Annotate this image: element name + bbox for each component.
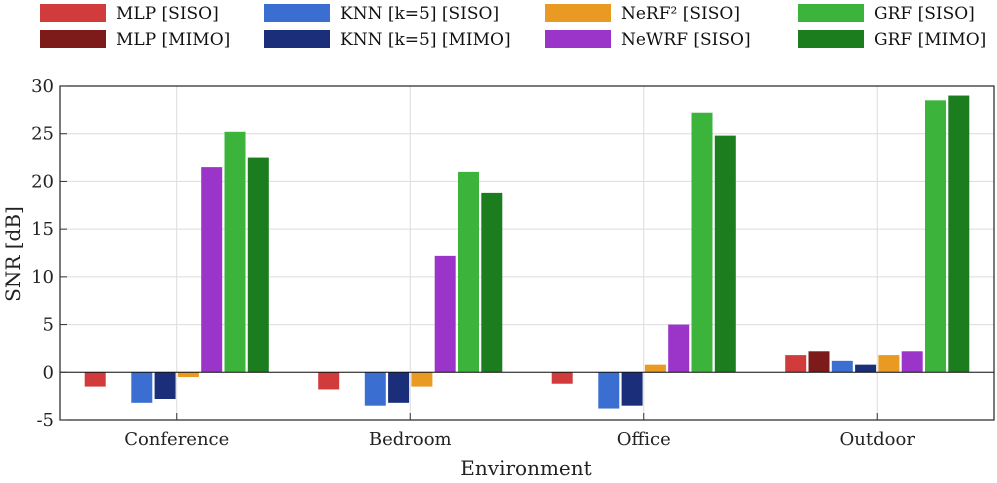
bar — [948, 95, 970, 373]
bar — [785, 355, 807, 373]
legend-swatch — [798, 30, 864, 48]
legend-swatch — [264, 4, 330, 22]
bar — [411, 372, 433, 387]
bars — [60, 95, 994, 409]
bar — [855, 364, 877, 373]
legend-item: KNN [k=5] [SISO] — [264, 4, 499, 24]
bar — [247, 157, 269, 373]
x-axis: Conference Bedroom Office Outdoor — [124, 413, 915, 450]
y-tick-label: -5 — [36, 410, 54, 431]
bar — [84, 372, 106, 387]
axes-box — [59, 85, 995, 421]
legend-item: MLP [MIMO] — [40, 30, 230, 50]
bar — [388, 372, 410, 403]
legend-item: MLP [SISO] — [40, 4, 219, 24]
legend-item: GRF [SISO] — [798, 4, 975, 24]
bar — [925, 100, 946, 373]
legend-swatch — [40, 4, 106, 22]
y-axis: -5 0 5 10 15 20 25 30 — [31, 76, 67, 431]
y-tick-label: 25 — [31, 124, 54, 145]
bar — [201, 167, 223, 373]
bar — [808, 351, 830, 373]
x-tick-label: Outdoor — [840, 429, 916, 450]
bar — [714, 135, 736, 373]
y-tick-label: 20 — [31, 171, 54, 192]
legend: MLP [SISO] MLP [MIMO] KNN [k=5] [SISO] KNN … — [40, 4, 986, 50]
legend-label: KNN [k=5] [SISO] — [340, 4, 499, 24]
legend-label: NeWRF [SISO] — [621, 30, 751, 50]
legend-swatch — [545, 30, 611, 48]
bar — [644, 364, 666, 373]
legend-label: GRF [MIMO] — [874, 30, 986, 50]
legend-swatch — [264, 30, 330, 48]
bar — [434, 255, 456, 373]
legend-item: GRF [MIMO] — [798, 30, 986, 50]
x-axis-title: Environment — [460, 456, 591, 480]
bar — [878, 355, 900, 373]
bar — [551, 372, 573, 384]
plot-frame — [59, 85, 995, 421]
bar — [598, 372, 620, 409]
bar — [364, 372, 386, 406]
y-axis-title: SNR [dB] — [1, 206, 25, 302]
y-tick-label: 5 — [43, 315, 54, 336]
legend-label: MLP [MIMO] — [116, 30, 230, 50]
bar — [177, 372, 199, 378]
bar — [481, 192, 503, 373]
bar — [458, 171, 479, 373]
y-tick-label: 30 — [31, 76, 54, 97]
bar — [668, 324, 690, 373]
bar — [621, 372, 643, 406]
legend-label: MLP [SISO] — [116, 4, 219, 24]
legend-swatch — [40, 30, 106, 48]
y-tick-label: 10 — [31, 267, 54, 288]
x-tick-label: Office — [617, 429, 671, 450]
bar — [831, 360, 853, 373]
legend-item: KNN [k=5] [MIMO] — [264, 30, 511, 50]
legend-item: NeRF² [SISO] — [545, 4, 740, 24]
legend-label: KNN [k=5] [MIMO] — [340, 30, 511, 50]
bar — [224, 131, 246, 373]
y-tick-label: 15 — [31, 219, 54, 240]
bar — [901, 351, 923, 373]
legend-swatch — [545, 4, 611, 22]
legend-item: NeWRF [SISO] — [545, 30, 751, 50]
bar — [318, 372, 340, 390]
y-tick-label: 0 — [43, 362, 54, 383]
bar — [154, 372, 176, 400]
x-tick-label: Bedroom — [369, 429, 452, 450]
legend-label: NeRF² [SISO] — [621, 4, 740, 24]
bar — [691, 112, 713, 373]
bar — [131, 372, 153, 403]
legend-label: GRF [SISO] — [874, 4, 975, 24]
x-tick-label: Conference — [124, 429, 229, 450]
legend-swatch — [798, 4, 864, 22]
grid-lines — [60, 85, 994, 421]
